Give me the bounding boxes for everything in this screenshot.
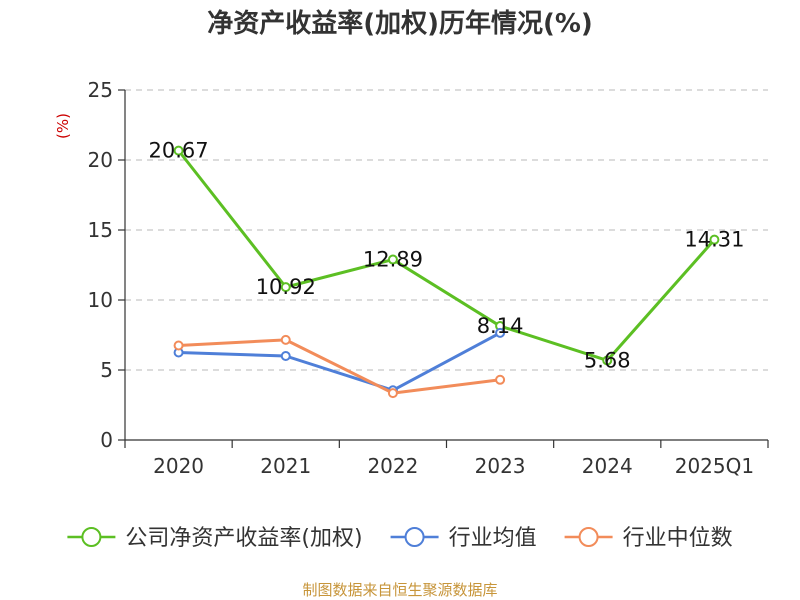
data-label: 10.92 — [256, 275, 316, 299]
y-tick-label: 0 — [100, 428, 113, 452]
legend-item-2[interactable]: 行业中位数 — [564, 526, 733, 551]
x-tick-label: 2021 — [260, 454, 311, 478]
data-point[interactable] — [280, 282, 291, 293]
data-label: 20.67 — [149, 139, 209, 163]
data-label: 5.68 — [584, 348, 631, 372]
x-tick-label: 2025Q1 — [675, 454, 754, 478]
data-point[interactable] — [709, 234, 720, 245]
grid — [125, 89, 768, 371]
data-label: 8.14 — [477, 314, 524, 338]
x-tick-label: 2022 — [367, 454, 418, 478]
series-line-1 — [178, 331, 501, 392]
data-point[interactable] — [495, 327, 506, 338]
legend-label: 公司净资产收益率(加权) — [125, 526, 362, 551]
legend-marker — [578, 527, 599, 547]
data-labels: 20.67 10.92 12.89 8.14 5.68 14.31 — [149, 139, 745, 373]
legend[interactable]: 公司净资产收益率(加权) 行业均值 行业中位数 — [67, 526, 733, 551]
data-point[interactable] — [387, 388, 398, 399]
data-point[interactable] — [173, 340, 184, 351]
y-tick-label: 15 — [88, 218, 113, 242]
legend-label: 行业中位数 — [623, 526, 733, 551]
series-line-2 — [178, 338, 501, 395]
y-tick-label: 25 — [88, 78, 113, 102]
data-point[interactable] — [280, 351, 291, 361]
chart-title: 净资产收益率(加权)历年情况(%) — [207, 8, 593, 39]
x-tick-label: 2024 — [582, 454, 633, 478]
data-point[interactable] — [387, 254, 398, 265]
legend-item-0[interactable]: 公司净资产收益率(加权) — [67, 526, 363, 551]
axes: 0 5 10 15 20 25 2020 2021 2022 2023 2024 2025Q1 — [88, 78, 769, 478]
y-tick-label: 20 — [88, 148, 113, 172]
data-point[interactable] — [280, 334, 291, 345]
data-point[interactable] — [495, 374, 506, 385]
legend-label: 行业均值 — [449, 526, 537, 551]
series-line-0 — [177, 149, 716, 362]
data-point[interactable] — [173, 145, 184, 156]
x-tick-label: 2020 — [153, 454, 204, 478]
legend-marker — [404, 527, 425, 547]
data-label: 12.89 — [363, 248, 423, 272]
source-note: 制图数据来自恒生聚源数据库 — [302, 581, 497, 599]
y-tick-label: 5 — [100, 358, 113, 382]
legend-marker — [81, 527, 102, 547]
data-point[interactable] — [602, 355, 613, 366]
y-axis-unit-label: (%) — [54, 113, 72, 139]
legend-item-1[interactable]: 行业均值 — [390, 526, 537, 551]
y-tick-label: 10 — [88, 288, 113, 312]
x-tick-label: 2023 — [475, 454, 526, 478]
data-label: 14.31 — [684, 228, 744, 252]
series — [173, 145, 720, 399]
